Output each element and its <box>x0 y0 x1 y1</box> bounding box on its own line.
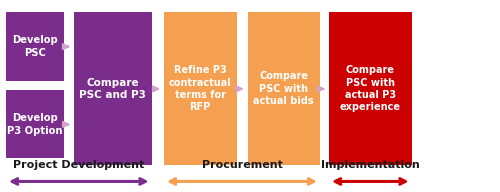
FancyBboxPatch shape <box>6 90 64 158</box>
Text: Compare
PSC and P3: Compare PSC and P3 <box>80 78 146 100</box>
Text: Compare
PSC with
actual bids: Compare PSC with actual bids <box>254 71 314 106</box>
Text: Refine P3
contractual
terms for
RFP: Refine P3 contractual terms for RFP <box>169 65 232 112</box>
FancyBboxPatch shape <box>329 12 411 165</box>
Text: Procurement: Procurement <box>202 160 282 170</box>
FancyBboxPatch shape <box>248 12 320 165</box>
FancyBboxPatch shape <box>74 12 152 165</box>
Text: Compare
PSC with
actual P3
experience: Compare PSC with actual P3 experience <box>340 65 401 112</box>
Text: Develop
P3 Option: Develop P3 Option <box>7 113 62 136</box>
Text: Develop
PSC: Develop PSC <box>12 35 58 58</box>
Text: Implementation: Implementation <box>320 160 420 170</box>
FancyBboxPatch shape <box>6 12 64 81</box>
FancyBboxPatch shape <box>164 12 236 165</box>
Text: Project Development: Project Development <box>14 160 144 170</box>
